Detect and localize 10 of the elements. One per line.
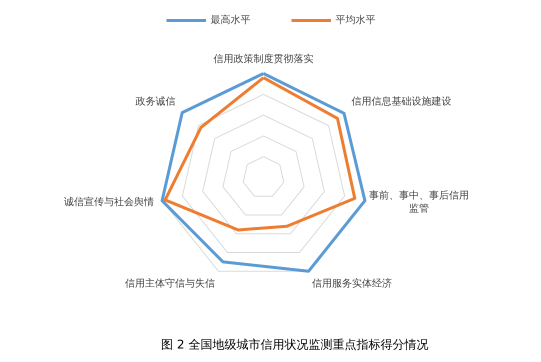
spoke-label: 信用服务实体经济 bbox=[312, 278, 392, 290]
legend-label: 平均水平 bbox=[336, 14, 376, 27]
text: 图 2 全国地级城市信用状况监测重点指标得分情况 bbox=[161, 338, 428, 352]
spoke-label: 信用政策制度贯彻落实 bbox=[214, 53, 314, 66]
spoke-label: 诚信宣传与社会舆情 bbox=[64, 196, 154, 208]
spoke-label: 信用信息基础设施建设 bbox=[351, 95, 452, 108]
spoke-label: 政务诚信 bbox=[136, 95, 176, 108]
spoke-label: 信用主体守信与失信 bbox=[124, 278, 215, 290]
spoke-label: 事前、事中、事后信用监管 bbox=[369, 189, 470, 215]
legend-label: 最高水平 bbox=[210, 14, 250, 27]
